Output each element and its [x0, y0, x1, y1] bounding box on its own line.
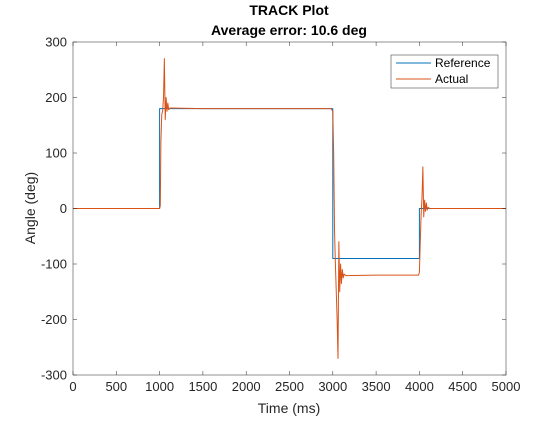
legend: Reference Actual: [390, 54, 499, 89]
x-tick-label: 0: [69, 379, 76, 394]
axis-layer: 0 500 1000 1500 2000 2500 3000 3500 4000 4500 5000…: [41, 35, 520, 395]
y-tick-label: -200: [41, 312, 67, 327]
series-layer: [73, 58, 506, 359]
y-tick-label: 0: [60, 201, 67, 216]
chart-subtitle: Average error: 10.6 deg: [211, 22, 367, 38]
x-tick-label: 500: [105, 379, 127, 394]
legend-label-actual: Actual: [435, 72, 468, 86]
x-tick-label: 1500: [188, 379, 217, 394]
series-line-actual: [73, 58, 506, 359]
y-tick-label: -100: [41, 257, 67, 272]
x-tick-label: 5000: [492, 379, 521, 394]
legend-label-reference: Reference: [435, 56, 491, 70]
y-tick-label: 200: [45, 90, 67, 105]
y-tick-label: 100: [45, 146, 67, 161]
legend-box: [390, 54, 499, 89]
chart-title: TRACK Plot: [249, 2, 329, 18]
series-line-reference: [73, 108, 506, 259]
x-tick-label: 1000: [145, 379, 174, 394]
x-tick-label: 2500: [275, 379, 304, 394]
y-tick-label: 300: [45, 35, 67, 50]
x-tick-label: 4000: [405, 379, 434, 394]
x-axis-label: Time (ms): [258, 400, 320, 416]
x-tick-label: 4500: [448, 379, 477, 394]
y-tick-label: -300: [41, 368, 67, 383]
x-tick-label: 3000: [318, 379, 347, 394]
x-tick-label: 2000: [232, 379, 261, 394]
x-tick-label: 3500: [362, 379, 391, 394]
y-axis-label: Angle (deg): [22, 172, 38, 244]
